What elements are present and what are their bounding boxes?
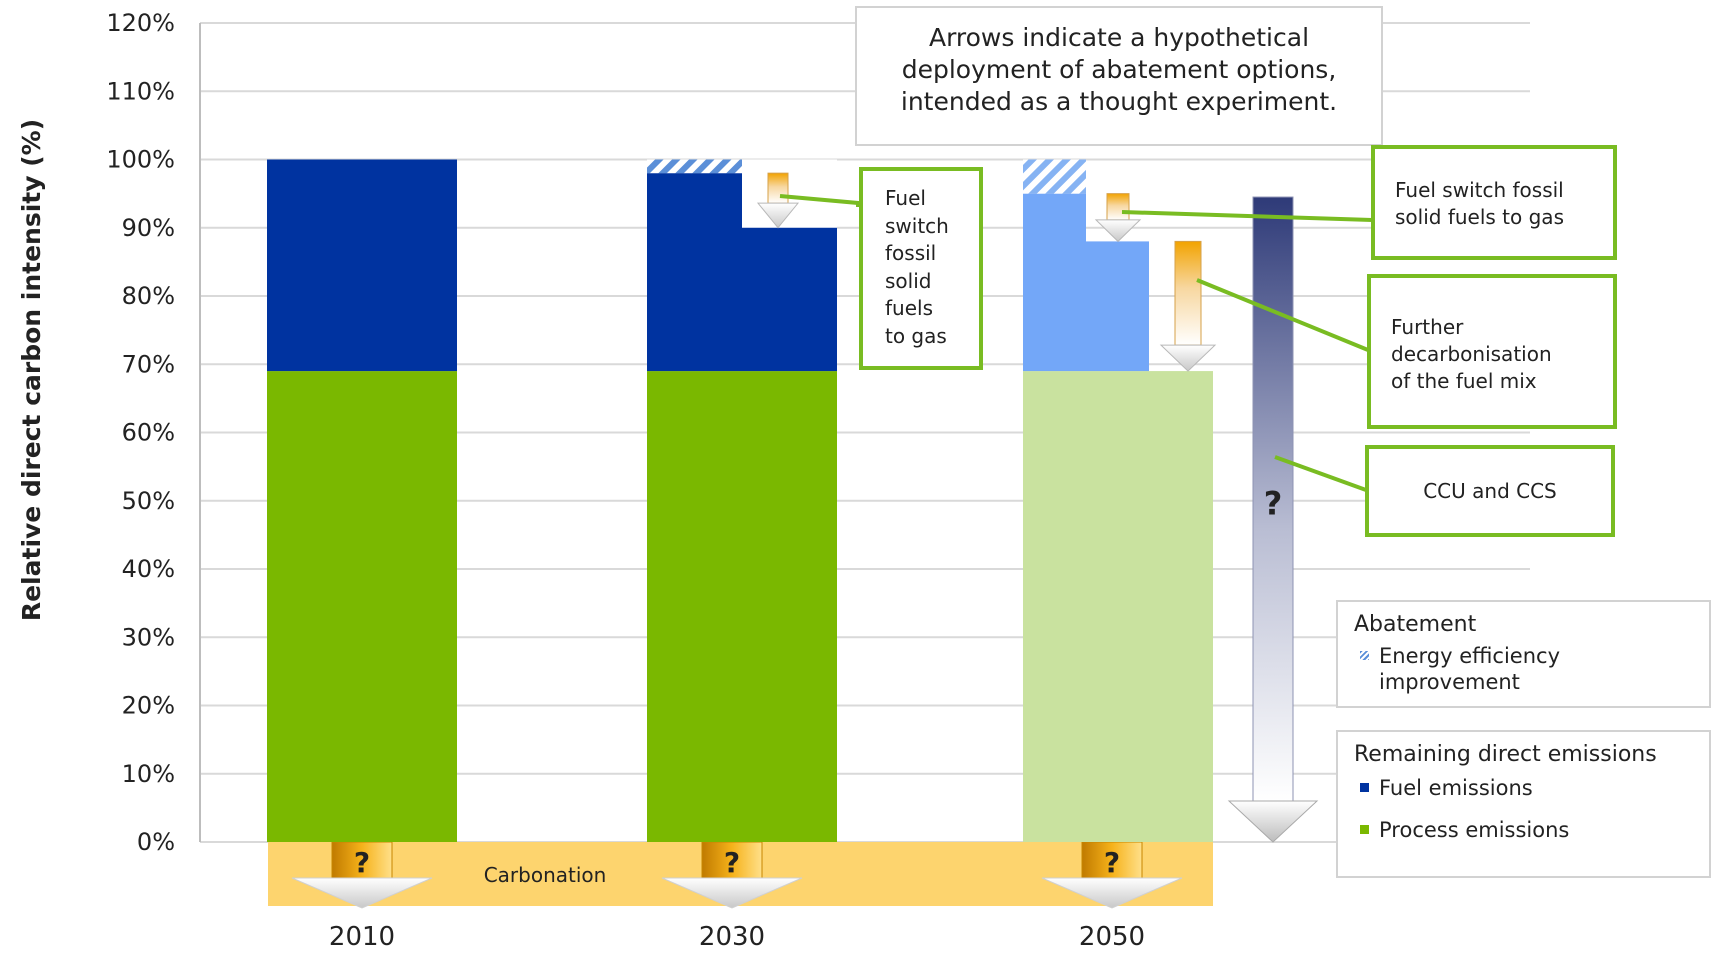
carbonation-arrow-shaft [1081, 841, 1143, 879]
legend-item: Energy efficiency improvement [1354, 643, 1693, 695]
x-tick-label: 2050 [1079, 922, 1145, 952]
callout-connector [1274, 455, 1367, 492]
carbonation-label: Carbonation [484, 863, 607, 887]
legend-title: Remaining direct emissions [1354, 742, 1657, 767]
y-tick-label: 40% [122, 555, 175, 583]
callout-line: solid fuels to gas [1395, 205, 1564, 229]
y-axis-label: Relative direct carbon intensity (%) [17, 119, 46, 621]
bar-segment [1086, 241, 1149, 372]
callout-line: Further [1391, 315, 1464, 339]
legend-swatch [1360, 825, 1369, 834]
ccs-arrow-head [1227, 800, 1319, 843]
y-tick-label: 100% [106, 146, 175, 174]
y-tick-label: 0% [137, 828, 175, 856]
callout-further-decarbonisation: Further decarbonisation of the fuel mix [1367, 274, 1617, 429]
callout-line: fuels [885, 296, 933, 320]
callout-line: fossil [885, 241, 937, 265]
callout-fuel-switch-2050: Fuel switch fossil solid fuels to gas [1371, 145, 1617, 260]
bar-segment [1023, 193, 1086, 372]
callout-line: solid [885, 268, 932, 293]
annotation-box: Arrows indicate a hypothetical deploymen… [855, 6, 1383, 146]
callout-ccu-ccs: CCU and CCS [1365, 445, 1615, 537]
legend-label: Energy efficiency [1379, 644, 1561, 668]
x-tick-label: 2030 [699, 922, 765, 952]
y-tick-label: 50% [122, 487, 175, 515]
y-tick-label: 80% [122, 282, 175, 310]
fuel-switch-2030-arrow-head [756, 202, 800, 229]
callout-connector [779, 194, 860, 207]
legend-remaining: Remaining direct emissions Fuel emission… [1336, 730, 1711, 878]
legend-item: Process emissions [1354, 817, 1693, 843]
callout-line: CCU and CCS [1423, 478, 1557, 503]
ccs-arrow-shaft [1252, 196, 1294, 802]
y-tick-label: 110% [106, 77, 175, 105]
ccs-question-mark: ? [1264, 484, 1283, 522]
further-decarb-arrow-head [1159, 344, 1217, 372]
bar-segment [1023, 159, 1086, 194]
annotation-text: Arrows indicate a hypothetical deploymen… [900, 23, 1338, 116]
y-tick-label: 90% [122, 214, 175, 242]
y-tick-label: 70% [122, 350, 175, 378]
fuel-switch-2030-arrow-shaft [767, 172, 789, 204]
carbonation-question-mark: ? [724, 846, 740, 879]
fuel-switch-2050-arrow-head [1094, 219, 1142, 243]
bar-segment [647, 159, 743, 174]
carbonation-arrow-shaft [701, 841, 763, 879]
legend-swatch [1360, 651, 1369, 660]
x-tick-label: 2010 [329, 922, 395, 952]
callout-connector [1196, 278, 1369, 352]
callout-line: decarbonisation [1391, 342, 1552, 366]
callout-line: Fuel [885, 186, 926, 210]
callout-connector [1121, 210, 1373, 222]
legend-item: Fuel emissions [1354, 775, 1693, 801]
y-tick-label: 30% [122, 623, 175, 651]
legend-swatch [1360, 783, 1369, 792]
carbonation-question-mark: ? [1104, 846, 1120, 879]
legend-abatement: Abatement Energy efficiency improvement [1336, 600, 1711, 708]
callout-line: switch [885, 213, 949, 238]
y-tick-label: 10% [122, 760, 175, 788]
callout-line: to gas [885, 323, 947, 348]
carbonation-arrow-shaft [331, 841, 393, 879]
y-tick-label: 60% [122, 419, 175, 447]
legend-title: Abatement [1354, 612, 1477, 637]
callout-fuel-switch-2030: Fuel switch fossil solid fuels to gas [859, 167, 983, 370]
y-tick-label: 20% [122, 692, 175, 720]
legend-label: Fuel emissions [1379, 776, 1533, 800]
carbonation-arrow-head [1041, 877, 1183, 909]
abatement-gap [742, 159, 837, 228]
carbonation-arrow-head [661, 877, 803, 909]
bar-segment [267, 371, 457, 842]
bar-segment [267, 159, 457, 372]
callout-line: Fuel switch fossil [1395, 178, 1564, 202]
carbonation-question-mark: ? [354, 846, 370, 879]
bar-segment [1023, 371, 1213, 842]
bar-segment [647, 371, 837, 842]
carbonation-arrow-head [291, 877, 433, 909]
fuel-switch-2050-arrow-shaft [1106, 193, 1130, 221]
legend-label: Process emissions [1379, 818, 1570, 842]
legend-label: improvement [1379, 670, 1520, 694]
further-decarb-arrow-shaft [1174, 240, 1202, 346]
y-tick-label: 120% [106, 9, 175, 37]
callout-line: of the fuel mix [1391, 369, 1537, 393]
